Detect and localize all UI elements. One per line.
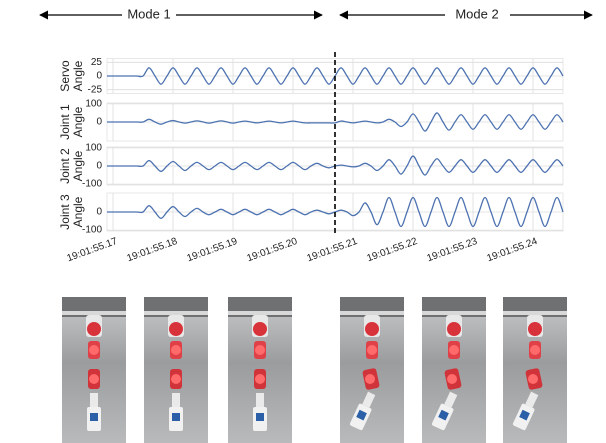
x-tick-label: 19:01:55.17: [66, 236, 120, 265]
y-tick-label: 100: [85, 143, 102, 154]
mode-label: Mode 1: [127, 6, 170, 21]
y-tick-label: 100: [85, 99, 102, 110]
y-axis-label: Servo: [58, 60, 72, 92]
photo: [503, 297, 567, 443]
x-tick-label: 19:01:55.24: [486, 236, 540, 265]
y-tick-label: 0: [96, 161, 102, 172]
y-tick-label: 25: [91, 57, 103, 68]
mode-label: Mode 2: [455, 6, 498, 21]
x-tick-label: 19:01:55.21: [306, 236, 360, 265]
y-axis-label: Joint 1: [58, 104, 72, 140]
x-tick-label: 19:01:55.23: [426, 236, 480, 265]
y-axis-label: Angle: [71, 106, 85, 137]
photo: [228, 297, 292, 443]
photo: [340, 297, 404, 443]
y-axis-label: Joint 2: [58, 148, 72, 184]
x-tick-label: 19:01:55.22: [366, 236, 420, 265]
y-tick-label: -25: [88, 84, 103, 95]
y-tick-label: 0: [96, 71, 102, 82]
y-tick-label: 0: [96, 117, 102, 128]
signal-line: [107, 112, 564, 132]
y-tick-label: -100: [82, 179, 102, 190]
y-axis-label: Angle: [71, 196, 85, 227]
y-axis-label: Angle: [71, 150, 85, 181]
y-axis-label: Joint 3: [58, 194, 72, 230]
photos: [62, 297, 567, 443]
x-tick-label: 19:01:55.19: [186, 236, 240, 265]
photo: [422, 297, 486, 443]
x-tick-label: 19:01:55.20: [246, 236, 300, 265]
x-tick-label: 19:01:55.18: [126, 236, 180, 265]
y-tick-label: 0: [96, 207, 102, 218]
y-tick-label: -100: [82, 225, 102, 236]
y-axis-label: Angle: [71, 60, 85, 91]
photo: [144, 297, 208, 443]
photo: [62, 297, 126, 443]
